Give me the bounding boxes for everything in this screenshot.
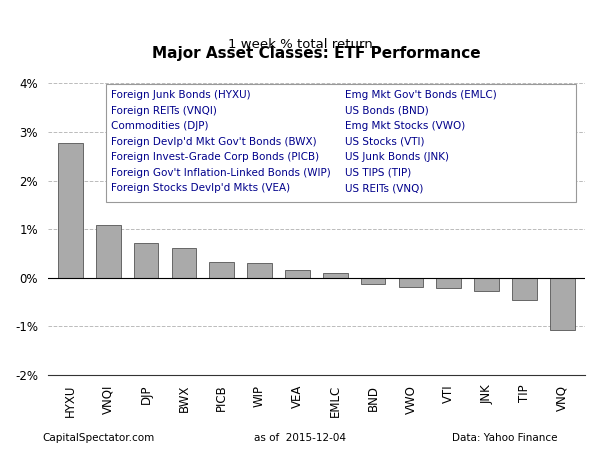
Bar: [475, 278, 499, 291]
Text: Emg Mkt Stocks (VWO): Emg Mkt Stocks (VWO): [345, 121, 465, 131]
Text: US REITs (VNQ): US REITs (VNQ): [345, 183, 423, 193]
Bar: [172, 248, 196, 278]
Text: Foreign Junk Bonds (HYXU): Foreign Junk Bonds (HYXU): [111, 90, 251, 100]
Text: 1 week % total return: 1 week % total return: [227, 38, 373, 51]
Text: Data: Yahoo Finance: Data: Yahoo Finance: [452, 433, 558, 443]
Text: US Stocks (VTI): US Stocks (VTI): [345, 137, 424, 147]
Text: Foreign REITs (VNQI): Foreign REITs (VNQI): [111, 106, 217, 116]
Text: Foreign Gov't Inflation-Linked Bonds (WIP): Foreign Gov't Inflation-Linked Bonds (WI…: [111, 168, 331, 178]
Text: Emg Mkt Gov't Bonds (EMLC): Emg Mkt Gov't Bonds (EMLC): [345, 90, 496, 100]
Bar: [134, 243, 158, 278]
Bar: [512, 278, 537, 300]
Bar: [361, 278, 385, 284]
Text: Foreign Devlp'd Mkt Gov't Bonds (BWX): Foreign Devlp'd Mkt Gov't Bonds (BWX): [111, 137, 317, 147]
Text: Commodities (DJP): Commodities (DJP): [111, 121, 209, 131]
Bar: [398, 278, 423, 287]
Text: as of  2015-12-04: as of 2015-12-04: [254, 433, 346, 443]
Bar: [58, 143, 83, 278]
Bar: [247, 263, 272, 278]
Text: US Junk Bonds (JNK): US Junk Bonds (JNK): [345, 152, 449, 162]
Bar: [209, 262, 234, 278]
Bar: [323, 273, 347, 278]
Text: US TIPS (TIP): US TIPS (TIP): [345, 168, 411, 178]
Bar: [550, 278, 575, 330]
Bar: [436, 278, 461, 288]
Text: CapitalSpectator.com: CapitalSpectator.com: [42, 433, 154, 443]
Bar: [285, 270, 310, 278]
Text: Foreign Stocks Devlp'd Mkts (VEA): Foreign Stocks Devlp'd Mkts (VEA): [111, 183, 290, 193]
Title: Major Asset Classes: ETF Performance: Major Asset Classes: ETF Performance: [152, 46, 481, 62]
FancyBboxPatch shape: [106, 85, 576, 202]
Text: Foreign Invest-Grade Corp Bonds (PICB): Foreign Invest-Grade Corp Bonds (PICB): [111, 152, 319, 162]
Bar: [96, 225, 121, 278]
Text: US Bonds (BND): US Bonds (BND): [345, 106, 428, 116]
